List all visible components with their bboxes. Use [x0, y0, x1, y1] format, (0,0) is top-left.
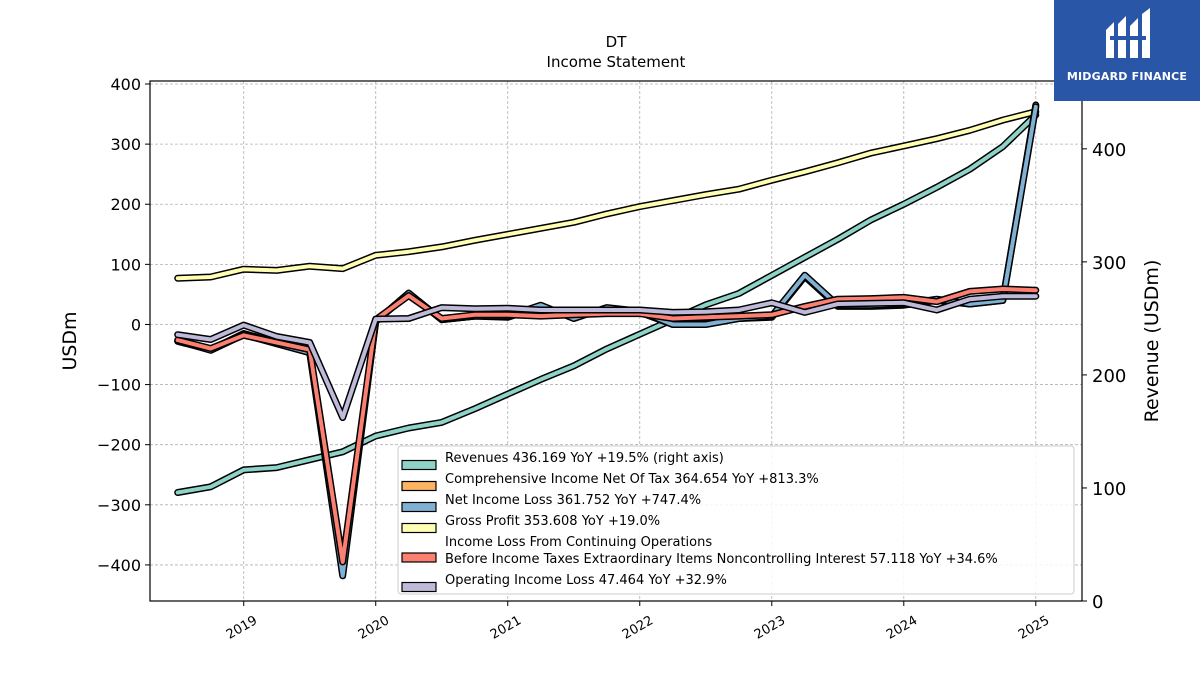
- y-tick-label-left: 200: [110, 195, 141, 214]
- series-line: [174, 108, 1040, 282]
- legend-label: Net Income Loss 361.752 YoY +747.4%: [445, 493, 701, 508]
- y-tick-label-left: 300: [110, 135, 141, 154]
- legend-swatch: [401, 459, 437, 471]
- legend: Revenues 436.169 YoY +19.5% (right axis)…: [397, 445, 1075, 595]
- legend-swatch: [401, 522, 437, 534]
- legend-swatch: [401, 501, 437, 513]
- legend-label: Gross Profit 353.608 YoY +19.0%: [445, 514, 660, 529]
- y-tick-label-left: −200: [97, 436, 141, 455]
- x-tick-label: 2024: [884, 613, 920, 643]
- x-tick-label: 2023: [752, 613, 788, 643]
- legend-swatch: [401, 552, 437, 563]
- y-tick-label-right: 0: [1092, 592, 1103, 613]
- legend-label: Operating Income Loss 47.464 YoY +32.9%: [445, 573, 727, 588]
- legend-label: Revenues 436.169 YoY +19.5% (right axis): [445, 451, 724, 466]
- chart-title: DT: [606, 33, 628, 51]
- legend-label: Comprehensive Income Net Of Tax 364.654 …: [445, 472, 819, 487]
- legend-box: [397, 445, 1075, 595]
- x-tick-label: 2020: [356, 613, 392, 643]
- y-axis-label-left: USDm: [59, 311, 81, 370]
- brand-logo: MIDGARD FINANCE: [1054, 0, 1200, 101]
- y-tick-label-left: 0: [131, 315, 141, 334]
- chart-subtitle: Income Statement: [547, 53, 686, 71]
- series-line: [174, 292, 1040, 422]
- y-tick-label-left: −100: [97, 376, 141, 395]
- y-tick-label-left: 100: [110, 255, 141, 274]
- y-tick-label-right: 200: [1092, 366, 1126, 387]
- legend-label: Income Loss From Continuing Operations Be…: [445, 535, 998, 567]
- axes: [149, 80, 1083, 602]
- x-tick-label: 2021: [488, 613, 524, 643]
- x-tick-label: 2022: [620, 613, 656, 643]
- y-tick-label-right: 100: [1092, 479, 1126, 500]
- logo-mark-icon: [1106, 8, 1150, 58]
- series-line-stroke: [175, 287, 1038, 564]
- series-line-stroke: [175, 294, 1038, 420]
- series-line: [174, 111, 1040, 496]
- series-line: [174, 285, 1040, 566]
- x-tick-label: 2025: [1016, 613, 1052, 643]
- series-line-stroke: [175, 112, 1038, 495]
- y-tick-label-right: 400: [1092, 140, 1126, 161]
- y-tick-label-left: 400: [110, 75, 141, 94]
- x-tick-label: 2019: [224, 613, 260, 643]
- legend-swatch: [401, 480, 437, 492]
- y-tick-label-left: −400: [97, 556, 141, 575]
- plot-frame: [149, 80, 1083, 602]
- y-tick-label-left: −300: [97, 496, 141, 515]
- series-lines: [174, 101, 1040, 580]
- series-line-outline: [174, 108, 1040, 282]
- legend-swatch: [401, 581, 437, 593]
- ticks: −400 −300 −200 −100 0 100 200 300 400 0 100 200 300 4…: [97, 75, 1126, 643]
- series-line-stroke: [175, 109, 1038, 281]
- y-tick-label-right: 300: [1092, 253, 1126, 274]
- logo-text: MIDGARD FINANCE: [1066, 70, 1188, 83]
- y-axis-label-right: Revenue (USDm): [1141, 260, 1163, 423]
